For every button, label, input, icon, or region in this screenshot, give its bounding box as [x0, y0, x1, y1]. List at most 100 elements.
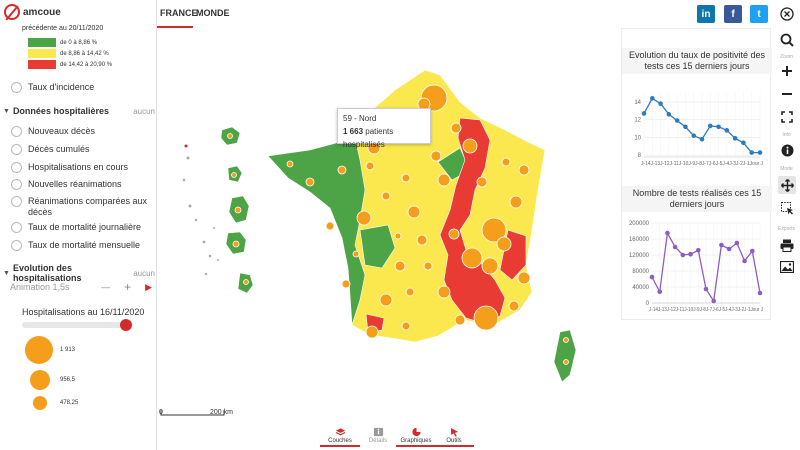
radio-icon[interactable]: [11, 82, 22, 93]
animation-controls: Animation 1,5s — + ▶: [10, 280, 152, 294]
y-tick-label: 0: [646, 301, 650, 307]
charts-panel: Evolution du taux de positivité des test…: [621, 28, 772, 320]
tooltip-suffix: patients hospitalisés: [343, 127, 394, 149]
section-evolution-hospitalisations[interactable]: ▼ Evolution des hospitalisations aucun: [3, 263, 155, 283]
data-point: [657, 289, 663, 295]
play-button[interactable]: ▶: [145, 281, 152, 292]
france-map[interactable]: [160, 30, 615, 425]
legend-class-label: de 0 à 8,86 %: [60, 39, 98, 46]
region-west-green[interactable]: [267, 137, 366, 326]
zoom-out-icon[interactable]: [778, 85, 796, 103]
pan-icon[interactable]: [778, 176, 796, 194]
select-icon[interactable]: [778, 199, 796, 217]
faster-button[interactable]: +: [124, 280, 132, 294]
fullscreen-icon[interactable]: [778, 108, 796, 126]
collapse-triangle-icon[interactable]: ▼: [3, 107, 10, 115]
hospitalization-bubbles[interactable]: [227, 84, 569, 365]
image-icon[interactable]: [778, 258, 796, 276]
data-point: [734, 240, 740, 246]
data-point: [666, 112, 672, 117]
data-point: [724, 128, 730, 133]
proportional-label: 478,25: [60, 400, 79, 406]
collapse-triangle-icon[interactable]: ▼: [3, 269, 10, 277]
date-slider-handle[interactable]: [120, 319, 132, 331]
section-donnees-hospitalieres[interactable]: ▼ Données hospitalières aucun: [3, 106, 155, 116]
data-point: [742, 258, 747, 264]
x-tick-labels: J-14J-13J-12J-11J-10J-9J-8J-7J-6J-5J-4J-…: [649, 307, 763, 313]
legend-class-label: de 14,42 à 20,90 %: [60, 61, 113, 68]
tab-graphiques[interactable]: Graphiques: [396, 427, 436, 447]
y-tick-label: 40000: [632, 285, 649, 291]
data-point: [674, 118, 680, 123]
tab-outils[interactable]: Outils: [434, 427, 474, 447]
layer-taux-mortalite-journaliere[interactable]: Taux de mortalité journalière: [11, 222, 156, 233]
logo[interactable]: amcoue: [4, 4, 61, 20]
region-centre-green[interactable]: [359, 224, 396, 269]
data-point: [741, 140, 746, 146]
proportional-legend-item: 956,5: [30, 370, 75, 390]
zoom-in-icon[interactable]: [778, 62, 796, 80]
twitter-share-button[interactable]: t: [750, 5, 768, 23]
radio-icon[interactable]: [11, 126, 22, 137]
y-tick-label: 120000: [629, 253, 650, 259]
search-icon[interactable]: [778, 31, 796, 49]
clear-selection-link[interactable]: aucun: [133, 268, 155, 278]
radio-icon[interactable]: [11, 162, 22, 173]
slider-date-label: Hospitalisations au 16/11/2020: [22, 307, 145, 317]
info-section-label: Info: [782, 132, 791, 138]
date-slider-track[interactable]: [22, 322, 126, 328]
slower-button[interactable]: —: [101, 282, 111, 292]
tab-details[interactable]: Détails: [358, 427, 398, 444]
tab-france[interactable]: FRANCE: [160, 8, 198, 18]
scale-zero-label: 0: [159, 409, 163, 416]
data-point: [658, 101, 663, 106]
print-icon[interactable]: [778, 236, 796, 254]
tab-label: Couches: [328, 438, 352, 444]
data-point: [688, 251, 693, 257]
overseas-territories[interactable]: [182, 126, 254, 294]
close-icon[interactable]: [778, 5, 796, 23]
linkedin-share-button[interactable]: in: [697, 5, 715, 23]
section-title: Données hospitalières: [12, 106, 109, 116]
layer-taux-incidence[interactable]: Taux d'incidence: [11, 82, 156, 93]
y-tick-label: 8: [638, 153, 642, 159]
y-tick-label: 10: [634, 135, 641, 141]
layers-icon: [335, 428, 345, 436]
legend-class-3: de 14,42 à 20,90 %: [28, 60, 112, 69]
radio-icon[interactable]: [11, 240, 22, 251]
map-tooltip: 59 - Nord 1 663 patients hospitalisés: [337, 108, 431, 149]
layer-nouveaux-deces[interactable]: Nouveaux décès: [11, 126, 156, 137]
data-point: [711, 298, 717, 304]
layer-label: Décès cumulés: [28, 144, 90, 154]
data-point: [641, 111, 647, 116]
layer-reanimations-comparees[interactable]: Réanimations comparées aux décès: [11, 196, 156, 218]
radio-icon[interactable]: [11, 144, 22, 155]
radio-icon[interactable]: [11, 222, 22, 233]
info-icon[interactable]: [778, 141, 796, 159]
corsica[interactable]: [553, 329, 577, 383]
tooltip-value: 1 663: [343, 127, 364, 136]
layer-deces-cumules[interactable]: Décès cumulés: [11, 144, 156, 155]
tab-monde[interactable]: MONDE: [196, 8, 230, 18]
data-point: [749, 248, 755, 254]
radio-icon[interactable]: [11, 179, 22, 190]
layer-label: Nouveaux décès: [28, 126, 96, 136]
radio-icon[interactable]: [11, 196, 22, 207]
proportional-label: 956,5: [60, 377, 76, 383]
compass-logo-icon: [4, 4, 20, 20]
tab-couches[interactable]: Couches: [320, 427, 360, 447]
layer-taux-mortalite-mensuelle[interactable]: Taux de mortalité mensuelle: [11, 240, 156, 251]
data-point: [749, 150, 755, 155]
clear-selection-link[interactable]: aucun: [133, 106, 155, 116]
data-point: [680, 252, 686, 258]
layer-hospitalisations-en-cours[interactable]: Hospitalisations en cours: [11, 162, 156, 173]
legend-class-2: de 8,86 à 14,42 %: [28, 49, 109, 58]
layer-label: Réanimations comparées aux décès: [28, 196, 148, 217]
animation-speed-label[interactable]: Animation 1,5s: [10, 282, 70, 292]
facebook-share-button[interactable]: f: [724, 5, 742, 23]
facebook-icon: f: [731, 8, 735, 20]
layer-nouvelles-reanimations[interactable]: Nouvelles réanimations: [11, 179, 156, 190]
data-point: [757, 290, 763, 296]
data-point: [726, 246, 732, 252]
layer-label: Taux de mortalité journalière: [28, 222, 142, 232]
